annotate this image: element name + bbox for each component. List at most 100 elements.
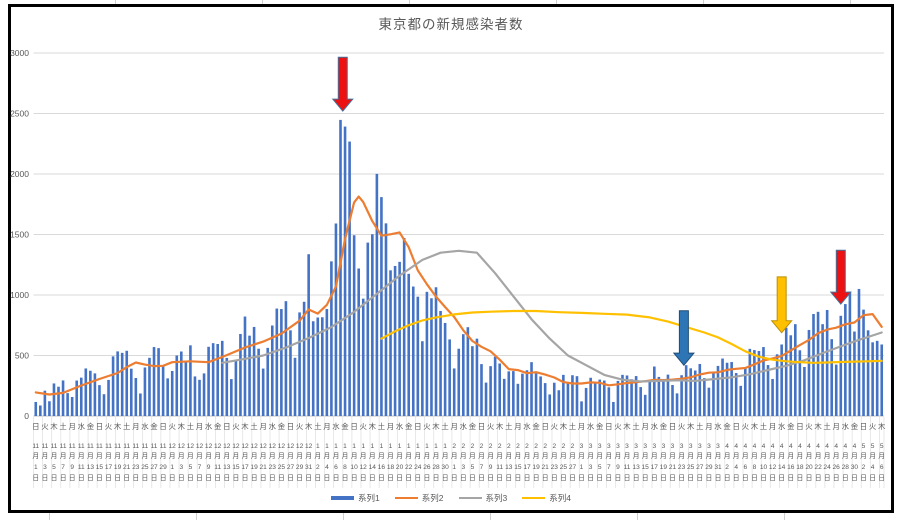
bar[interactable]: [771, 378, 774, 416]
bar[interactable]: [507, 371, 511, 416]
bar[interactable]: [298, 312, 301, 416]
bar[interactable]: [789, 335, 793, 416]
bar[interactable]: [275, 308, 279, 416]
bar[interactable]: [557, 390, 561, 416]
bar[interactable]: [125, 350, 129, 416]
bar[interactable]: [75, 380, 79, 416]
bar[interactable]: [93, 373, 97, 416]
bar[interactable]: [334, 223, 338, 416]
bar[interactable]: [261, 368, 265, 416]
legend-item-series4[interactable]: 系列4: [522, 492, 571, 504]
bar[interactable]: [193, 376, 197, 416]
bar[interactable]: [648, 379, 652, 416]
bar[interactable]: [411, 286, 415, 416]
bar[interactable]: [307, 254, 310, 416]
bar[interactable]: [462, 334, 465, 416]
bar[interactable]: [421, 341, 424, 416]
down-arrow-annotation[interactable]: [770, 276, 793, 334]
bar[interactable]: [439, 310, 442, 416]
bar[interactable]: [521, 373, 524, 416]
bar[interactable]: [803, 367, 806, 416]
bar[interactable]: [143, 367, 147, 416]
bar[interactable]: [248, 335, 251, 416]
bar[interactable]: [330, 261, 333, 416]
bar[interactable]: [416, 296, 420, 416]
down-arrow-annotation[interactable]: [829, 249, 852, 305]
bar[interactable]: [498, 363, 501, 416]
bar[interactable]: [152, 347, 156, 416]
bar[interactable]: [434, 287, 438, 416]
bar[interactable]: [539, 376, 542, 416]
bar[interactable]: [148, 357, 151, 416]
bar[interactable]: [721, 358, 724, 416]
legend-item-series3[interactable]: 系列3: [458, 492, 507, 504]
bar[interactable]: [448, 339, 451, 416]
bar[interactable]: [552, 382, 556, 416]
bar[interactable]: [757, 351, 761, 416]
bar[interactable]: [602, 380, 606, 416]
bar[interactable]: [812, 314, 815, 416]
bar[interactable]: [111, 356, 115, 416]
bar[interactable]: [689, 368, 692, 416]
bar[interactable]: [607, 387, 611, 416]
bar[interactable]: [593, 382, 597, 416]
bar[interactable]: [639, 387, 642, 416]
bar[interactable]: [621, 374, 624, 416]
bar[interactable]: [716, 365, 720, 416]
line-series4[interactable]: [380, 309, 883, 364]
bar[interactable]: [748, 348, 752, 416]
bar[interactable]: [398, 261, 401, 416]
bars-series1[interactable]: [34, 119, 884, 417]
bar[interactable]: [466, 327, 470, 416]
bar[interactable]: [562, 374, 565, 416]
bar[interactable]: [584, 387, 588, 416]
bar[interactable]: [630, 379, 633, 416]
bar[interactable]: [207, 346, 210, 416]
bar[interactable]: [612, 401, 615, 416]
bar[interactable]: [734, 373, 738, 416]
bar[interactable]: [380, 197, 383, 416]
bar[interactable]: [89, 370, 92, 416]
bar[interactable]: [220, 340, 224, 416]
bar[interactable]: [252, 326, 256, 416]
bar[interactable]: [270, 325, 274, 416]
bar[interactable]: [170, 370, 174, 416]
bar[interactable]: [198, 379, 201, 416]
bar[interactable]: [116, 351, 119, 416]
bar[interactable]: [189, 345, 192, 416]
bar[interactable]: [243, 316, 247, 416]
bar[interactable]: [857, 288, 861, 416]
bar[interactable]: [502, 378, 506, 416]
bar[interactable]: [289, 330, 292, 416]
bar[interactable]: [266, 347, 270, 416]
bar[interactable]: [48, 401, 51, 416]
bar[interactable]: [211, 343, 215, 416]
bar[interactable]: [102, 394, 106, 416]
bar[interactable]: [775, 354, 779, 416]
bar[interactable]: [616, 380, 620, 416]
bar[interactable]: [693, 370, 697, 417]
bar[interactable]: [848, 291, 852, 416]
bar[interactable]: [853, 331, 856, 416]
bar[interactable]: [589, 377, 592, 416]
bar[interactable]: [844, 304, 847, 416]
bar[interactable]: [834, 364, 838, 416]
bar[interactable]: [712, 371, 715, 416]
bar[interactable]: [807, 329, 811, 416]
bar[interactable]: [821, 324, 824, 416]
bar[interactable]: [293, 357, 297, 416]
bar[interactable]: [543, 383, 547, 416]
bar[interactable]: [384, 223, 388, 416]
legend-item-series1[interactable]: 系列1: [331, 492, 380, 504]
bar[interactable]: [794, 324, 797, 416]
bar[interactable]: [784, 327, 788, 416]
bar[interactable]: [107, 379, 110, 416]
bar[interactable]: [484, 382, 488, 416]
bar[interactable]: [662, 379, 665, 416]
bar[interactable]: [234, 360, 238, 416]
bar[interactable]: [489, 366, 492, 416]
down-arrow-annotation[interactable]: [331, 56, 354, 112]
bar[interactable]: [875, 340, 879, 416]
bar[interactable]: [325, 309, 329, 416]
bar[interactable]: [548, 394, 552, 416]
